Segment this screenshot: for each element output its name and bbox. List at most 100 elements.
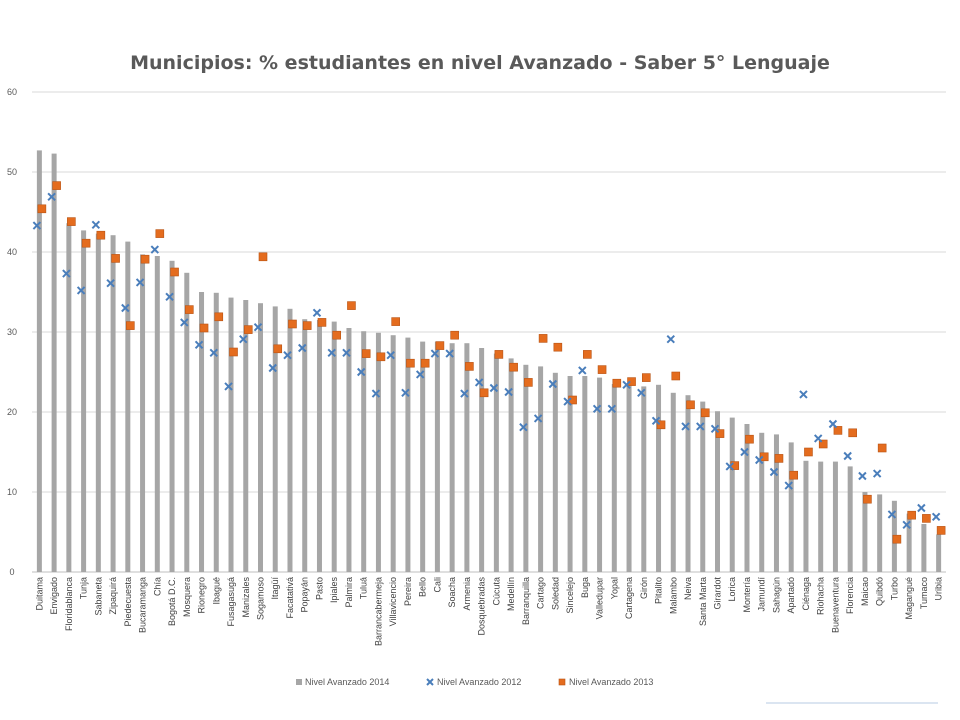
x-category-label: Yopal	[609, 577, 619, 599]
marker-2012	[666, 334, 675, 344]
bar-2014	[390, 335, 396, 572]
bar-2014	[449, 343, 455, 572]
marker-2012	[637, 388, 646, 398]
marker-2013	[199, 323, 209, 333]
bar-2014	[538, 366, 544, 572]
marker-2012	[135, 278, 145, 287]
bar-2014	[906, 513, 912, 572]
y-tick-label: 30	[7, 327, 17, 337]
marker-2012	[342, 348, 351, 358]
x-category-label: Soacha	[447, 577, 457, 608]
x-category-label: Pitalito	[654, 577, 664, 604]
x-axis-categories: Duitama Envigado Floridablanca Tunja Sabanet…	[34, 577, 943, 647]
marker-2013	[258, 252, 268, 262]
marker-2013	[641, 373, 651, 382]
marker-2013	[406, 358, 415, 368]
marker-2013	[907, 510, 916, 520]
bar-2014	[877, 494, 883, 572]
marker-2013	[465, 362, 474, 371]
x-category-label: Villavicencio	[388, 577, 398, 626]
bar-2014	[199, 292, 205, 572]
x-category-label: Ipiales	[329, 577, 339, 604]
x-category-label: Magangué	[904, 577, 914, 620]
marker-2012	[725, 462, 734, 471]
bar-2014	[729, 417, 735, 572]
bar-2014	[611, 384, 617, 572]
marker-2013	[892, 534, 902, 544]
marker-2012	[489, 383, 499, 393]
x-category-label: Tumaco	[919, 577, 929, 609]
x-category-label: Sahagún	[771, 577, 781, 613]
chart-title: Municipios: % estudiantes en nivel Avanz…	[130, 52, 830, 74]
x-category-label: Duitama	[34, 577, 44, 611]
marker-2013	[332, 330, 342, 340]
legend-label-2014: Nivel Avanzado 2014	[305, 677, 389, 687]
marker-2013	[686, 400, 695, 410]
x-category-label: Pereira	[403, 577, 413, 606]
bar-2014	[405, 337, 411, 572]
y-tick-label: 10	[7, 487, 17, 497]
marker-2012	[740, 447, 749, 457]
marker-2013	[67, 217, 76, 226]
marker-2013	[612, 378, 622, 388]
x-category-label: Chía	[152, 577, 162, 596]
marker-2013	[745, 434, 754, 444]
bar-2014	[803, 460, 809, 572]
marker-2013	[347, 301, 356, 310]
marker-2012	[460, 389, 469, 398]
x-category-label: Sabaneta	[93, 577, 103, 616]
bar-2014	[508, 358, 514, 572]
bar-2014	[656, 384, 662, 572]
x-category-label: Cali	[432, 577, 442, 593]
marker-2012	[872, 469, 882, 478]
marker-2012	[180, 318, 189, 327]
marker-2012	[386, 350, 395, 360]
marker-2012	[430, 349, 440, 358]
x-category-label: Manizales	[241, 577, 251, 618]
marker-2012	[47, 192, 56, 202]
x-category-label: Facatativá	[285, 577, 295, 619]
bar-2014	[464, 343, 470, 572]
bar-2014	[788, 442, 794, 572]
x-category-label: Santa Marta	[698, 577, 708, 626]
marker-2012	[917, 503, 926, 513]
marker-2013	[111, 254, 120, 263]
marker-2013	[376, 352, 386, 362]
bar-2014	[375, 332, 381, 572]
x-category-label: Cúcuta	[491, 577, 501, 606]
marker-2013	[553, 342, 563, 352]
marker-2013	[214, 312, 224, 322]
bar-2014	[51, 153, 57, 572]
legend-swatch-2012	[426, 678, 434, 686]
y-tick-label: 20	[7, 407, 17, 417]
bar-2014	[700, 401, 706, 572]
marker-2013	[833, 426, 843, 435]
marker-2012	[371, 389, 381, 398]
marker-2012	[843, 451, 852, 461]
bar-2014	[862, 492, 868, 572]
x-category-label: Tunja	[79, 577, 89, 599]
x-category-label: Rionegro	[197, 577, 207, 614]
marker-2013	[759, 452, 769, 462]
x-category-label: Maicao	[860, 577, 870, 606]
bar-2014	[287, 308, 293, 572]
marker-2012	[268, 363, 277, 373]
x-category-label: Lorica	[727, 577, 737, 602]
marker-2012	[445, 349, 454, 358]
bar-2014	[316, 320, 322, 572]
marker-2012	[696, 422, 705, 431]
x-category-label: Girardot	[713, 577, 723, 610]
x-category-label: Cartago	[536, 577, 546, 609]
bar-2014	[346, 328, 352, 572]
markers-series-2013	[37, 181, 946, 544]
x-category-label: Envigado	[49, 577, 59, 615]
bar-2014	[140, 254, 146, 572]
marker-2012	[121, 303, 130, 313]
x-category-label: Barranquilla	[521, 577, 531, 625]
marker-2013	[715, 429, 725, 438]
x-category-label: Riohacha	[816, 577, 826, 615]
marker-2012	[931, 512, 941, 522]
bar-2014	[921, 524, 927, 572]
marker-2012	[224, 382, 233, 391]
marker-2013	[37, 204, 47, 214]
